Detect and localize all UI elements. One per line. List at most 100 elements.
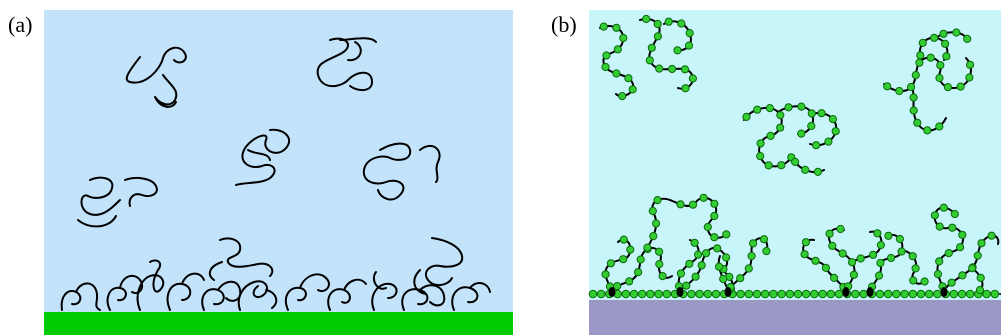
chain-bead (744, 264, 753, 273)
chain-bead (602, 51, 611, 60)
chain-bead (811, 256, 820, 265)
grafted-chain (136, 259, 165, 311)
panel-b-solution (589, 10, 1001, 300)
anchor-group (724, 287, 732, 297)
monolayer-bead (711, 289, 721, 299)
chain-bead (935, 73, 944, 83)
chain-bead (764, 161, 773, 170)
chain-bead (950, 209, 959, 219)
chain-bead (923, 126, 932, 135)
monolayer-bead (859, 289, 868, 299)
chain-bead (907, 82, 916, 92)
chain-bead (694, 250, 703, 259)
chain-bead (918, 38, 927, 48)
chain-bead (677, 19, 686, 28)
chain-bead (619, 235, 628, 244)
monolayer-bead (924, 289, 934, 299)
chain-bead (613, 45, 622, 54)
chain-bead (987, 231, 996, 240)
panel-b-label: (b) (551, 12, 577, 37)
chain-bead (643, 243, 652, 252)
chain-bead (800, 250, 809, 259)
monolayer-bead (990, 289, 1000, 299)
chain-bead (625, 277, 634, 286)
panel-a-free-chains (77, 37, 464, 295)
free-chain (208, 237, 274, 281)
chain-bead (797, 129, 806, 138)
chain-bead (944, 249, 953, 258)
monolayer-bead (875, 289, 885, 299)
monolayer-bead (760, 289, 770, 299)
free-chain (235, 128, 290, 186)
grafted-chain (284, 273, 330, 311)
chain-bead (619, 33, 628, 43)
monolayer-bead (916, 289, 926, 299)
chain-bead (933, 270, 943, 279)
chain-bead (688, 200, 698, 209)
chain-bead (715, 262, 724, 271)
chain-bead (873, 229, 882, 238)
chain-bead (756, 152, 765, 161)
monolayer-bead (883, 289, 893, 299)
chain-bead (697, 261, 706, 270)
chain-bead (956, 243, 965, 252)
anchor-group (676, 287, 684, 297)
chain-bead (977, 239, 986, 248)
chain-bead (681, 84, 690, 93)
chain-bead (831, 127, 840, 136)
chain-bead (926, 53, 935, 62)
monolayer-bead (908, 289, 918, 299)
monolayer-bead (965, 289, 975, 299)
chain-bead (797, 102, 806, 111)
chain-bead (688, 74, 698, 83)
monolayer-bead (695, 289, 704, 299)
chain-bead (765, 104, 775, 113)
chain-bead (653, 19, 662, 29)
monolayer-bead (621, 289, 631, 299)
chain-bead (753, 105, 762, 114)
panel-a (44, 10, 513, 335)
chain-bead (655, 260, 664, 269)
monolayer-bead (826, 289, 836, 299)
chain-bead (876, 258, 885, 268)
monolayer-bead (752, 289, 762, 299)
chain-bead (713, 244, 722, 253)
chain-bead (856, 254, 865, 263)
chain-bead (935, 122, 944, 131)
chain-bead (821, 263, 831, 272)
chain-bead (911, 71, 920, 80)
chain-bead (776, 111, 785, 120)
chain-bead (648, 206, 657, 216)
chain-bead (647, 43, 656, 52)
chain-bead (817, 109, 826, 118)
chain-bead (612, 69, 621, 78)
monolayer-bead (637, 289, 647, 299)
chain-bead (784, 103, 793, 112)
chain-bead (626, 245, 635, 254)
grafted-chain (451, 282, 491, 311)
chain-bead (958, 230, 967, 239)
chain-bead (812, 141, 821, 150)
chain-bead (941, 39, 950, 48)
chain-bead (680, 65, 690, 74)
chain-bead (777, 161, 786, 170)
panel-b-anchors (608, 287, 948, 297)
chain-bead (710, 233, 719, 242)
chain-bead (636, 255, 645, 264)
monolayer-bead (687, 289, 696, 299)
grafted-chain (60, 282, 101, 311)
chain-bead (634, 268, 643, 277)
chain-bead (909, 93, 918, 102)
chain-bead (642, 14, 651, 24)
chain-bead (828, 241, 837, 250)
chain-bead (682, 281, 691, 290)
chain-bead (624, 74, 633, 83)
chain-bead (930, 211, 940, 220)
monolayer-bead (654, 289, 663, 299)
chain-bead (807, 109, 816, 118)
monolayer-bead (834, 289, 844, 299)
monolayer-bead (801, 289, 811, 299)
chain-bead (916, 51, 925, 60)
panel-a-grafted-chains (60, 259, 491, 311)
